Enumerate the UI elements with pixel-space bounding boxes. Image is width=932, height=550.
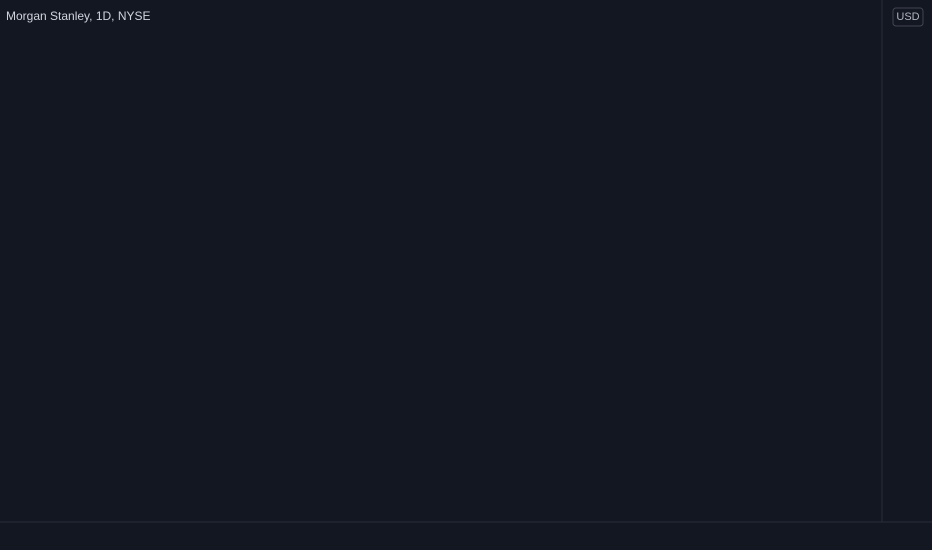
chart-title: Morgan Stanley, 1D, NYSE xyxy=(6,9,151,23)
currency: USD xyxy=(896,11,919,23)
currency-box xyxy=(892,7,924,27)
